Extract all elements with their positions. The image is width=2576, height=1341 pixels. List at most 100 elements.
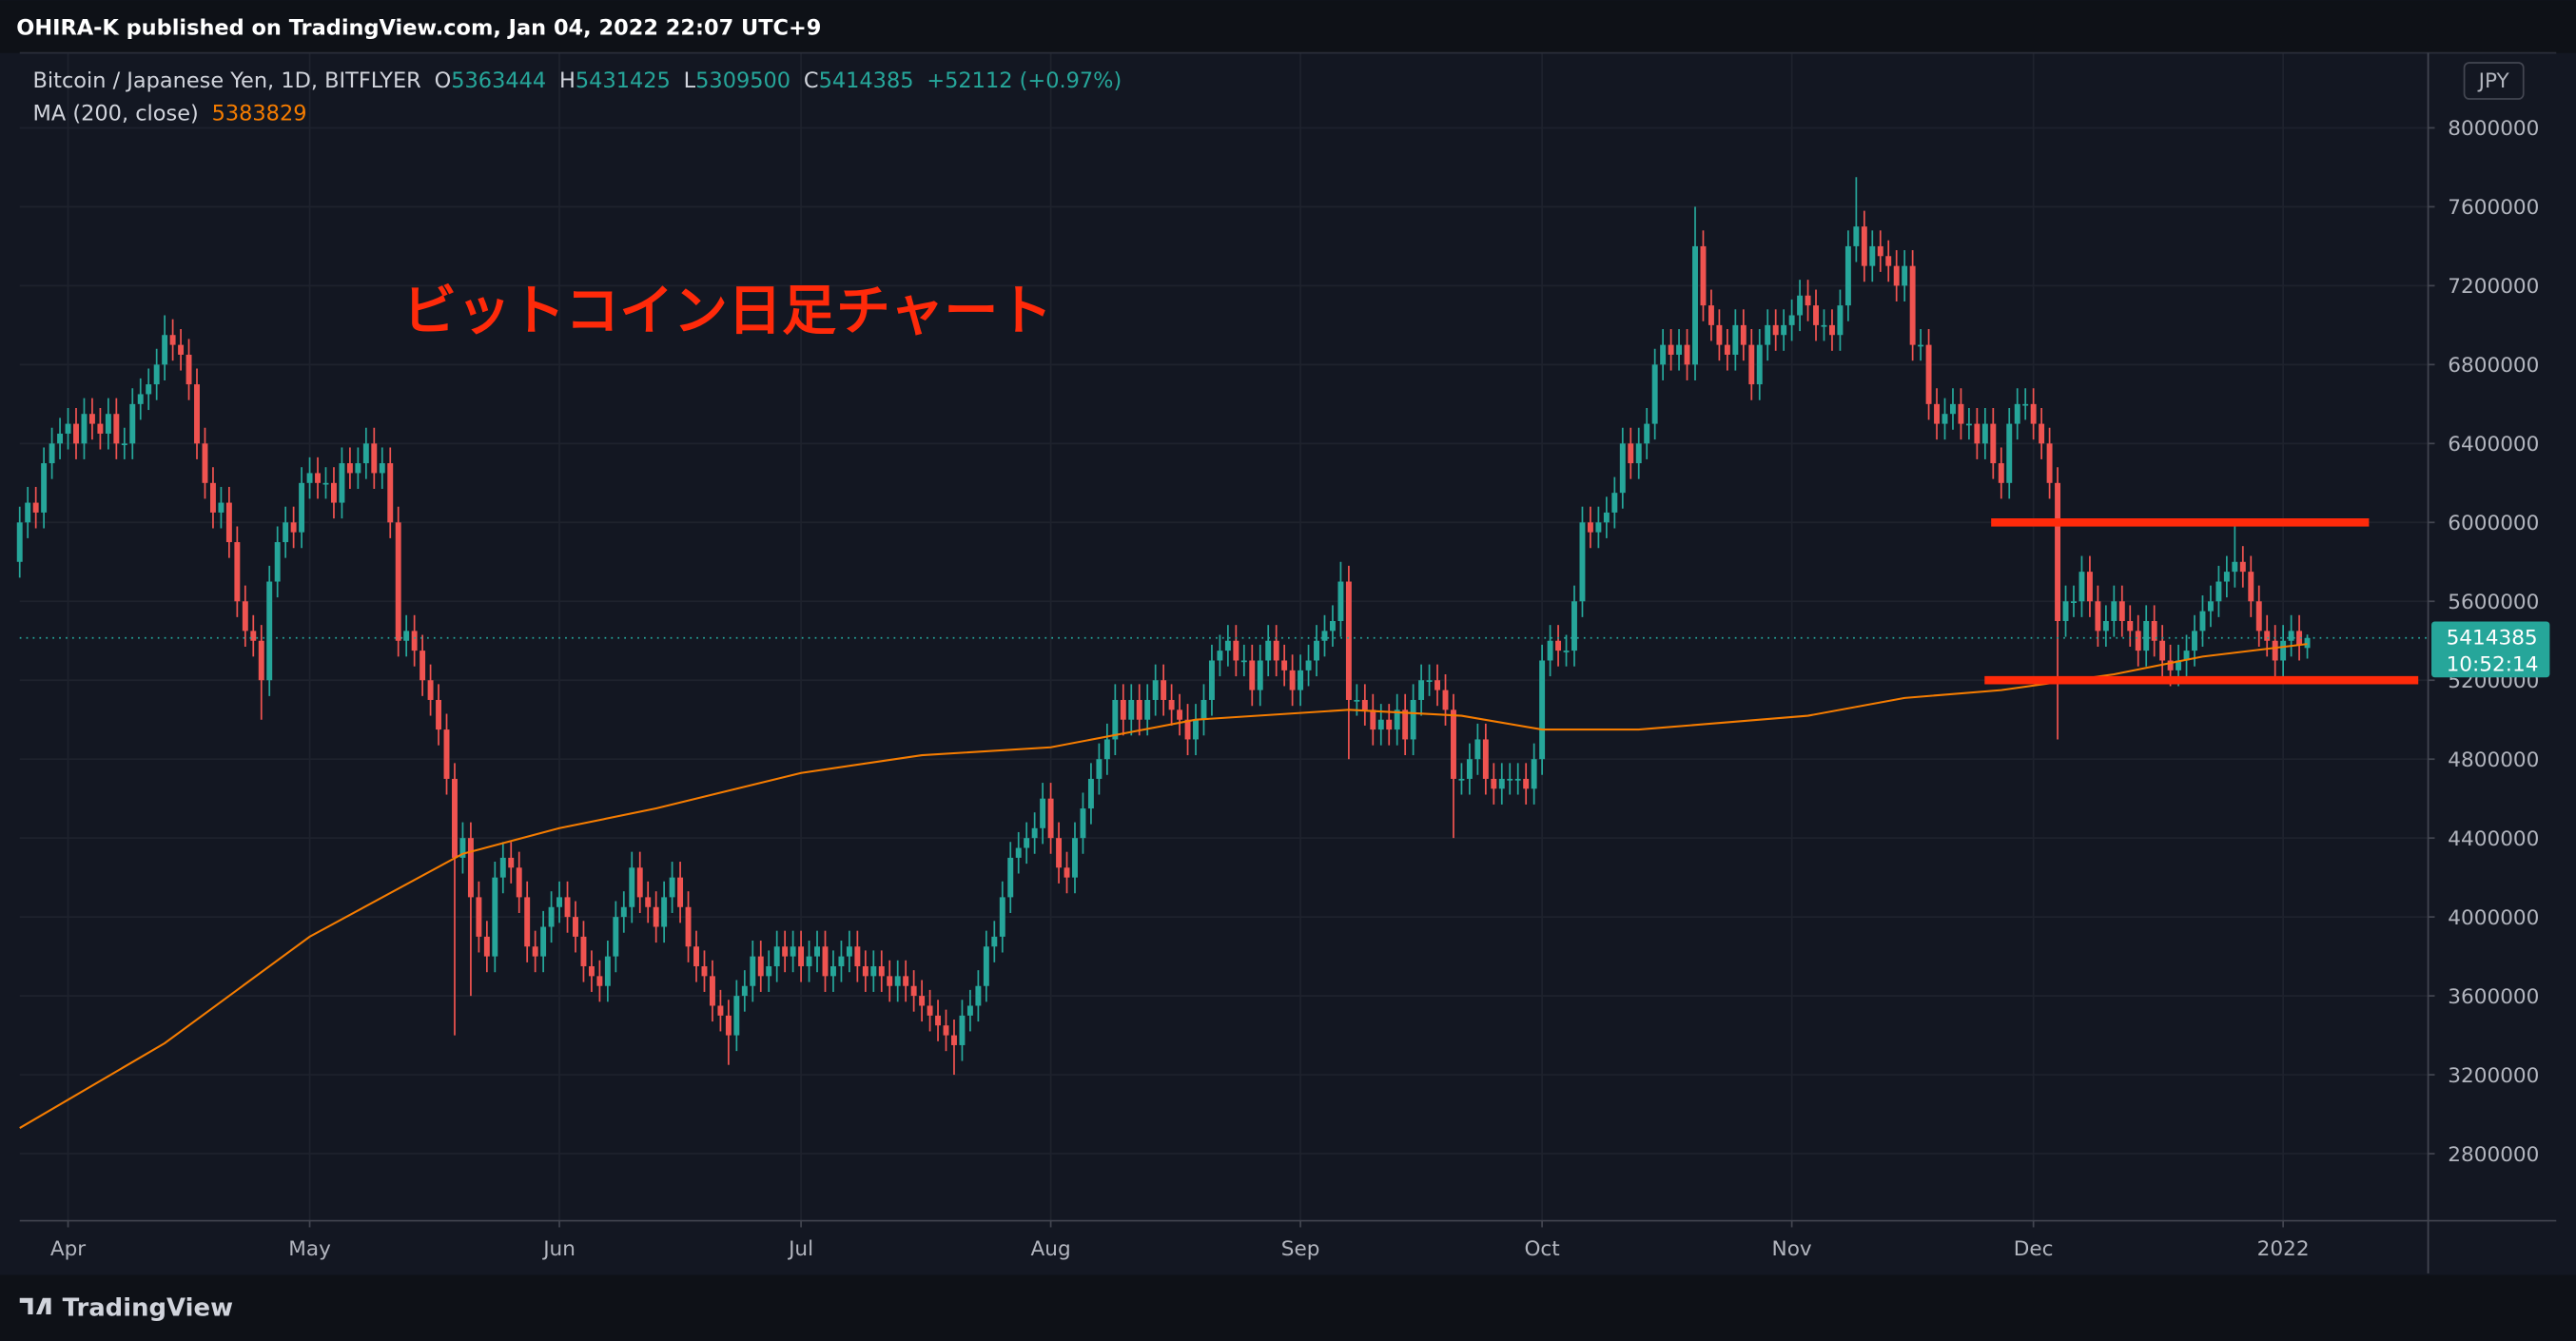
candle-body xyxy=(838,956,845,966)
candle-body xyxy=(629,867,635,907)
candle-body xyxy=(1965,423,1972,426)
candle-body xyxy=(225,502,232,543)
candle-body xyxy=(1370,709,1376,730)
candle-body xyxy=(1990,423,1997,464)
candle-body xyxy=(1337,581,1344,622)
x-tick-label: Aug xyxy=(1031,1237,1071,1261)
candle-body xyxy=(1136,699,1142,720)
candle-body xyxy=(1087,778,1094,809)
candle-body xyxy=(1442,690,1449,710)
candle-body xyxy=(1772,324,1779,336)
candle-body xyxy=(1837,305,1844,336)
candle-body xyxy=(798,946,805,966)
candle-body xyxy=(1249,660,1256,690)
candle-body xyxy=(1676,344,1683,355)
candle-body xyxy=(1788,315,1795,325)
candle-body xyxy=(1466,759,1473,779)
candle-body xyxy=(1595,522,1602,533)
candle-body xyxy=(1579,522,1586,602)
candle-body xyxy=(331,482,337,503)
candle-body xyxy=(185,354,192,385)
candle-body xyxy=(604,956,611,986)
x-tick-label: May xyxy=(288,1237,331,1261)
candle-body xyxy=(1950,403,1956,415)
candle-body xyxy=(1716,324,1723,345)
candle-body xyxy=(701,965,708,977)
candle-body xyxy=(274,542,281,582)
candle-body xyxy=(1168,699,1175,710)
candle-body xyxy=(1474,739,1481,760)
publisher: OHIRA-K published on TradingView.com, Ja… xyxy=(16,16,821,41)
candle-body xyxy=(2296,631,2303,645)
candle-body xyxy=(1120,699,1126,720)
candle-body xyxy=(2280,640,2287,661)
candle-body xyxy=(1329,621,1336,632)
candle-body xyxy=(2183,651,2190,661)
candle-body xyxy=(81,414,88,444)
candle-body xyxy=(467,838,474,898)
candle-body xyxy=(121,443,127,446)
plot-area: 2800000 3200000 3600000 4000000 4400000 48000… xyxy=(16,52,2539,1261)
symbol-title: Bitcoin / Japanese Yen, 1D, BITFLYER xyxy=(33,68,421,93)
candle-body xyxy=(887,976,893,986)
candle-body xyxy=(1273,640,1279,661)
ma-value: 5383829 xyxy=(212,101,307,126)
candle-body xyxy=(315,473,321,483)
candle-body xyxy=(1942,414,1948,424)
candle-body xyxy=(661,897,668,927)
candle-body xyxy=(919,996,926,1006)
candle-body xyxy=(1056,838,1063,868)
candle-body xyxy=(2143,621,2150,651)
candle-body xyxy=(1507,778,1513,781)
candle-body xyxy=(499,857,506,878)
candle-body xyxy=(1635,443,1642,464)
candle-body xyxy=(1853,226,1860,246)
candle-body xyxy=(1224,640,1231,651)
candle-body xyxy=(362,443,369,464)
candle-body xyxy=(1603,512,1610,523)
y-tick-label: 6800000 xyxy=(2448,354,2539,378)
candle-body xyxy=(1805,295,1811,306)
candle-body xyxy=(2062,601,2069,622)
candle-body xyxy=(975,985,982,1006)
candle-body xyxy=(395,522,401,641)
candle-body xyxy=(1902,265,1908,286)
candle-body xyxy=(32,502,39,513)
candle-body xyxy=(1644,423,1650,444)
candle-body xyxy=(436,699,442,730)
candle-body xyxy=(524,897,531,947)
ohlc-value: 5431425 xyxy=(576,68,671,93)
candle-body xyxy=(1208,660,1215,700)
x-tick-label: 2022 xyxy=(2257,1237,2310,1261)
candle-body xyxy=(1934,403,1941,424)
candle-body xyxy=(403,631,410,641)
candle-body xyxy=(202,443,208,483)
candle-body xyxy=(2176,660,2182,670)
countdown: 10:52:14 xyxy=(2447,652,2539,676)
ohlc-label: C xyxy=(804,68,819,93)
candle-body xyxy=(1619,443,1626,494)
currency-box[interactable] xyxy=(2463,62,2525,100)
candle-body xyxy=(476,897,482,937)
candle-body xyxy=(1684,344,1690,365)
candle-body xyxy=(790,946,796,957)
candle-body xyxy=(1064,867,1070,878)
candle-body xyxy=(1305,660,1312,670)
candle-body xyxy=(766,965,772,977)
candle-body xyxy=(2248,572,2254,602)
candle-body xyxy=(677,877,684,907)
candle-body xyxy=(1321,631,1328,641)
ma-name: MA (200, close) xyxy=(33,101,199,126)
candle-body xyxy=(1660,344,1667,365)
candle-body xyxy=(1514,778,1521,781)
candle-body xyxy=(379,463,385,474)
candle-body xyxy=(387,463,394,523)
candle-body xyxy=(894,976,901,986)
candle-body xyxy=(1998,463,2004,483)
x-tick-label: Apr xyxy=(50,1237,86,1261)
candle-body xyxy=(1668,344,1674,355)
y-tick-label: 4000000 xyxy=(2448,906,2539,930)
annotation: ビットコイン日足チャート xyxy=(402,280,1052,342)
candle-body xyxy=(113,414,120,444)
